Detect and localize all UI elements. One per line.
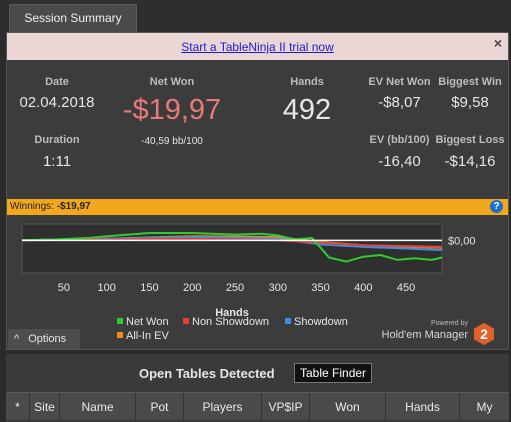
biggest-loss-value: -$14,16 (444, 153, 496, 170)
winnings-chart: 50 100 150 200 250 300 350 400 450 Hands $0,00 Net… (7, 216, 508, 349)
promo-banner: Start a TableNinja II trial now × (7, 33, 508, 60)
x-tick-label: 400 (354, 282, 372, 294)
biggest-win-label: Biggest Win (438, 76, 502, 88)
logo-digit: 2 (480, 326, 488, 342)
legend-label: All-In EV (126, 330, 169, 342)
column-header[interactable]: * (6, 393, 30, 421)
net-won-bb-value: -40,59 bb/100 (141, 136, 203, 147)
date-label: Date (45, 76, 69, 88)
column-header[interactable]: Name (60, 393, 136, 421)
column-header[interactable]: Site (30, 393, 60, 421)
summary-panel: Start a TableNinja II trial now × Date 0… (6, 32, 509, 350)
tab-session-summary[interactable]: Session Summary (9, 4, 137, 32)
tab-bar: Session Summary (0, 0, 511, 32)
series-line-non-showdown (21, 237, 443, 248)
x-tick-label: 250 (226, 282, 244, 294)
plot-area (21, 223, 443, 274)
legend-label: Showdown (294, 316, 348, 328)
biggest-win-value: $9,58 (451, 94, 489, 111)
x-tick-label: 450 (397, 282, 415, 294)
table-finder-button[interactable]: Table Finder (294, 363, 373, 383)
legend-label: Net Won (126, 316, 169, 328)
winnings-label: Winnings: (10, 201, 54, 212)
date-value: 02.04.2018 (19, 94, 95, 111)
hem-logo-icon: 2 (474, 323, 494, 345)
legend-swatch-net-won (117, 318, 123, 324)
net-won-value: -$19,97 (122, 94, 222, 126)
ev-net-won-label: EV Net Won (368, 76, 431, 88)
y-tick-label: $0,00 (448, 235, 476, 247)
column-header[interactable]: Won (310, 393, 386, 421)
legend-all-in-ev: All-In EV (117, 330, 169, 342)
ev-bb-label: EV (bb/100) (369, 134, 430, 146)
series-line-net-won (21, 232, 443, 263)
open-tables-title: Open Tables Detected (139, 366, 275, 381)
tableninja-trial-link[interactable]: Start a TableNinja II trial now (181, 40, 334, 54)
brand-name: Hold'em Manager (381, 329, 468, 341)
column-header[interactable]: Pot (136, 393, 184, 421)
options-button[interactable]: ^ Options (8, 329, 80, 349)
legend-swatch-showdown (285, 318, 291, 324)
column-header[interactable]: VP$IP (262, 393, 310, 421)
ev-bb-value: -16,40 (378, 153, 421, 170)
duration-value: 1:11 (42, 153, 72, 170)
stats-area: Date 02.04.2018 Net Won -$19,97 -40,59 b… (7, 60, 508, 223)
column-header[interactable]: My VP$IP (476, 400, 493, 414)
column-header[interactable]: Players (184, 393, 262, 421)
legend-showdown: Showdown (285, 316, 348, 328)
hands-label: Hands (290, 76, 324, 88)
x-tick-label: 150 (140, 282, 158, 294)
winnings-chart-svg: 50 100 150 200 250 300 350 400 450 Hands $0,00 (21, 223, 476, 319)
column-header[interactable]: Hands (386, 393, 460, 421)
legend-label: Non Showdown (192, 316, 270, 328)
legend-net-won: Net Won (117, 316, 169, 328)
options-label: Options (28, 333, 67, 345)
biggest-loss-label: Biggest Loss (435, 134, 505, 146)
legend-swatch-all-in-ev (117, 332, 123, 338)
x-axis-label: Hands (215, 307, 249, 319)
x-tick-label: 350 (311, 282, 329, 294)
open-tables-section: Open Tables Detected Table Finder * Site… (6, 354, 509, 422)
ev-net-won-value: -$8,07 (378, 94, 421, 111)
powered-by-text: Powered by (431, 320, 468, 327)
open-tables-header: * Site Name Pot Players VP$IP Won Hands … (6, 392, 509, 421)
duration-label: Duration (34, 134, 80, 146)
hands-value: 492 (282, 94, 332, 126)
winnings-value: -$19,97 (56, 201, 91, 212)
net-won-label: Net Won (149, 76, 195, 88)
legend-non-showdown: Non Showdown (183, 316, 269, 328)
x-tick-label: 50 (58, 282, 70, 294)
x-tick-label: 100 (98, 282, 116, 294)
close-icon[interactable]: × (493, 35, 502, 51)
chevron-up-icon: ^ (14, 333, 20, 345)
info-icon[interactable]: ? (490, 200, 503, 213)
winnings-bar: Winnings: -$19,97 ? (7, 199, 508, 215)
x-tick-label: 200 (183, 282, 201, 294)
legend-swatch-non-showdown (183, 318, 189, 324)
x-tick-label: 300 (269, 282, 287, 294)
hem-branding: Powered by Hold'em Manager 2 (372, 320, 502, 348)
